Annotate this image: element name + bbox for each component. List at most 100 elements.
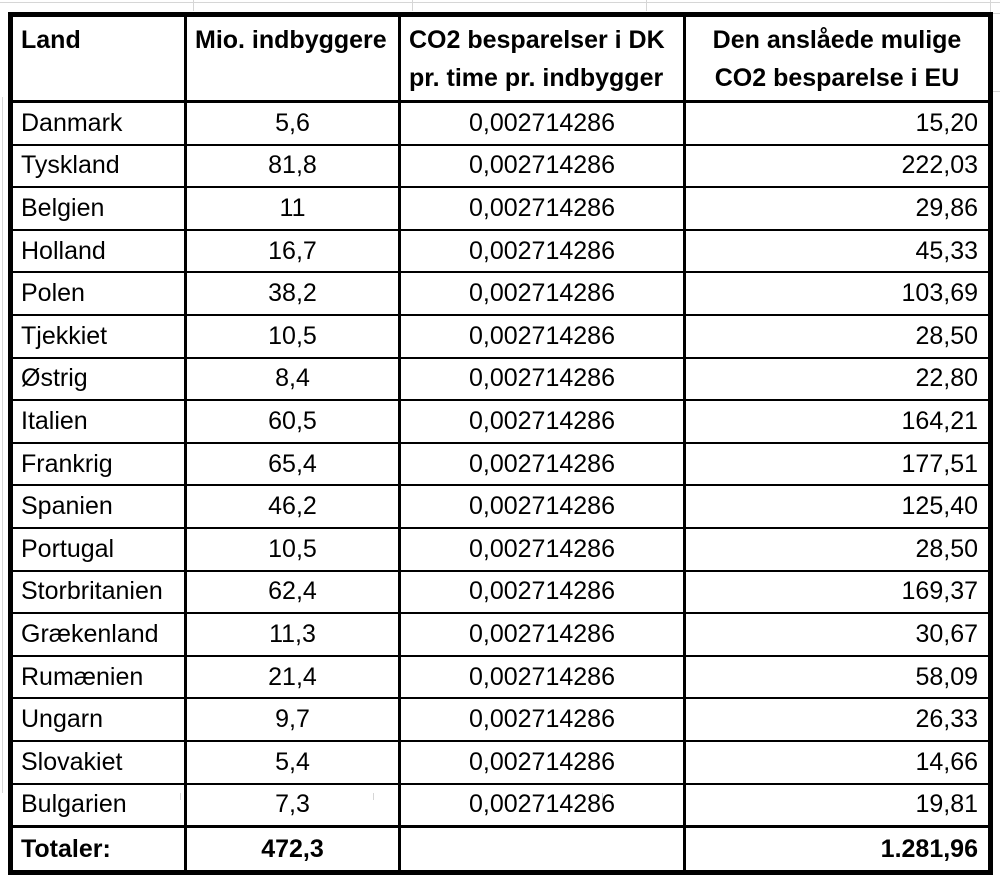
cell-country[interactable]: Tjekkiet bbox=[9, 313, 187, 359]
header-land[interactable]: Land bbox=[9, 13, 187, 103]
table-row: Polen 38,2 0,002714286 103,69 bbox=[9, 271, 992, 316]
cell-rate[interactable]: 0,002714286 bbox=[398, 612, 686, 657]
cell-total-eu[interactable]: 1.281,96 bbox=[683, 825, 992, 874]
cell-country[interactable]: Grækenland bbox=[9, 612, 187, 657]
table-row: Belgien 11 0,002714286 29,86 bbox=[9, 186, 992, 231]
cell-population[interactable]: 5,4 bbox=[184, 739, 401, 785]
cell-country[interactable]: Portugal bbox=[9, 526, 187, 572]
cell-country[interactable]: Polen bbox=[9, 271, 187, 316]
table-row: Storbritanien 62,4 0,002714286 169,37 bbox=[9, 569, 992, 615]
cell-total-label[interactable]: Totaler: bbox=[9, 825, 187, 874]
table-row: Rumænien 21,4 0,002714286 58,09 bbox=[9, 654, 992, 700]
cell-rate[interactable]: 0,002714286 bbox=[398, 313, 686, 359]
cell-population[interactable]: 10,5 bbox=[184, 526, 401, 572]
cell-population[interactable]: 60,5 bbox=[184, 399, 401, 444]
co2-savings-table: Land Mio. indbyggere CO2 besparelser i D… bbox=[8, 12, 993, 875]
cell-rate[interactable]: 0,002714286 bbox=[398, 271, 686, 316]
cell-country[interactable]: Italien bbox=[9, 399, 187, 444]
cell-eu-saving[interactable]: 29,86 bbox=[683, 186, 992, 231]
cell-rate[interactable]: 0,002714286 bbox=[398, 228, 686, 274]
cell-rate[interactable]: 0,002714286 bbox=[398, 484, 686, 529]
header-eu-saving-line2: CO2 besparelse i EU bbox=[714, 64, 960, 92]
table-row: Bulgarien 7,3 0,002714286 19,81 bbox=[9, 782, 992, 828]
cell-eu-saving[interactable]: 222,03 bbox=[683, 143, 992, 189]
cell-eu-saving[interactable]: 103,69 bbox=[683, 271, 992, 316]
table-row: Ungarn 9,7 0,002714286 26,33 bbox=[9, 697, 992, 742]
header-eu-saving[interactable]: Den anslåede mulige CO2 besparelse i EU bbox=[683, 13, 992, 103]
cell-eu-saving[interactable]: 22,80 bbox=[683, 356, 992, 402]
sheet-gridline bbox=[990, 91, 1000, 92]
cell-total-rate[interactable] bbox=[398, 825, 686, 874]
table-row: Portugal 10,5 0,002714286 28,50 bbox=[9, 526, 992, 572]
cell-population[interactable]: 11 bbox=[184, 186, 401, 231]
header-co2-rate[interactable]: CO2 besparelser i DK pr. time pr. indbyg… bbox=[398, 13, 686, 103]
sheet-gridline bbox=[990, 13, 1000, 14]
cell-country[interactable]: Slovakiet bbox=[9, 739, 187, 785]
cell-country[interactable]: Holland bbox=[9, 228, 187, 274]
cell-eu-saving[interactable]: 28,50 bbox=[683, 526, 992, 572]
cell-eu-saving[interactable]: 58,09 bbox=[683, 654, 992, 700]
cell-rate[interactable]: 0,002714286 bbox=[398, 356, 686, 402]
table-row: Østrig 8,4 0,002714286 22,80 bbox=[9, 356, 992, 402]
cell-eu-saving[interactable]: 169,37 bbox=[683, 569, 992, 615]
table-row: Italien 60,5 0,002714286 164,21 bbox=[9, 399, 992, 444]
table-row: Danmark 5,6 0,002714286 15,20 bbox=[9, 100, 992, 146]
cell-eu-saving[interactable]: 30,67 bbox=[683, 612, 992, 657]
cell-eu-saving[interactable]: 14,66 bbox=[683, 739, 992, 785]
cell-total-population[interactable]: 472,3 bbox=[184, 825, 401, 874]
cell-rate[interactable]: 0,002714286 bbox=[398, 782, 686, 828]
cell-population[interactable]: 46,2 bbox=[184, 484, 401, 529]
cell-population[interactable]: 21,4 bbox=[184, 654, 401, 700]
sheet-gridline bbox=[412, 0, 413, 11]
cell-rate[interactable]: 0,002714286 bbox=[398, 526, 686, 572]
header-co2-rate-line1: CO2 besparelser i DK bbox=[409, 26, 665, 54]
cell-population[interactable]: 16,7 bbox=[184, 228, 401, 274]
cell-country[interactable]: Østrig bbox=[9, 356, 187, 402]
header-co2-rate-line2: pr. time pr. indbygger bbox=[409, 64, 664, 92]
cell-rate[interactable]: 0,002714286 bbox=[398, 441, 686, 487]
cell-population[interactable]: 65,4 bbox=[184, 441, 401, 487]
table-row: Frankrig 65,4 0,002714286 177,51 bbox=[9, 441, 992, 487]
cell-country[interactable]: Ungarn bbox=[9, 697, 187, 742]
cell-population[interactable]: 7,3 bbox=[184, 782, 401, 828]
cell-rate[interactable]: 0,002714286 bbox=[398, 399, 686, 444]
cell-rate[interactable]: 0,002714286 bbox=[398, 654, 686, 700]
cell-population[interactable]: 38,2 bbox=[184, 271, 401, 316]
cell-country[interactable]: Storbritanien bbox=[9, 569, 187, 615]
cell-population[interactable]: 9,7 bbox=[184, 697, 401, 742]
cell-population[interactable]: 11,3 bbox=[184, 612, 401, 657]
cell-country[interactable]: Bulgarien bbox=[9, 782, 187, 828]
header-population[interactable]: Mio. indbyggere bbox=[184, 13, 401, 103]
table-row: Slovakiet 5,4 0,002714286 14,66 bbox=[9, 739, 992, 785]
total-row: Totaler: 472,3 1.281,96 bbox=[9, 825, 992, 874]
cell-population[interactable]: 81,8 bbox=[184, 143, 401, 189]
cell-eu-saving[interactable]: 125,40 bbox=[683, 484, 992, 529]
cell-country[interactable]: Spanien bbox=[9, 484, 187, 529]
cell-population[interactable]: 62,4 bbox=[184, 569, 401, 615]
header-population-line1: Mio. indbyggere bbox=[195, 26, 387, 54]
cell-rate[interactable]: 0,002714286 bbox=[398, 569, 686, 615]
cell-rate[interactable]: 0,002714286 bbox=[398, 186, 686, 231]
cell-eu-saving[interactable]: 45,33 bbox=[683, 228, 992, 274]
cell-population[interactable]: 8,4 bbox=[184, 356, 401, 402]
cell-country[interactable]: Danmark bbox=[9, 100, 187, 146]
cell-country[interactable]: Rumænien bbox=[9, 654, 187, 700]
cell-rate[interactable]: 0,002714286 bbox=[398, 697, 686, 742]
sheet-gridline bbox=[990, 0, 991, 13]
cell-country[interactable]: Tyskland bbox=[9, 143, 187, 189]
cell-rate[interactable]: 0,002714286 bbox=[398, 143, 686, 189]
cell-country[interactable]: Belgien bbox=[9, 186, 187, 231]
cell-eu-saving[interactable]: 15,20 bbox=[683, 100, 992, 146]
table-row: Grækenland 11,3 0,002714286 30,67 bbox=[9, 612, 992, 657]
cell-population[interactable]: 10,5 bbox=[184, 313, 401, 359]
header-row: Land Mio. indbyggere CO2 besparelser i D… bbox=[9, 13, 992, 103]
cell-rate[interactable]: 0,002714286 bbox=[398, 100, 686, 146]
cell-eu-saving[interactable]: 164,21 bbox=[683, 399, 992, 444]
cell-eu-saving[interactable]: 19,81 bbox=[683, 782, 992, 828]
cell-eu-saving[interactable]: 28,50 bbox=[683, 313, 992, 359]
cell-population[interactable]: 5,6 bbox=[184, 100, 401, 146]
cell-eu-saving[interactable]: 26,33 bbox=[683, 697, 992, 742]
cell-eu-saving[interactable]: 177,51 bbox=[683, 441, 992, 487]
cell-rate[interactable]: 0,002714286 bbox=[398, 739, 686, 785]
cell-country[interactable]: Frankrig bbox=[9, 441, 187, 487]
